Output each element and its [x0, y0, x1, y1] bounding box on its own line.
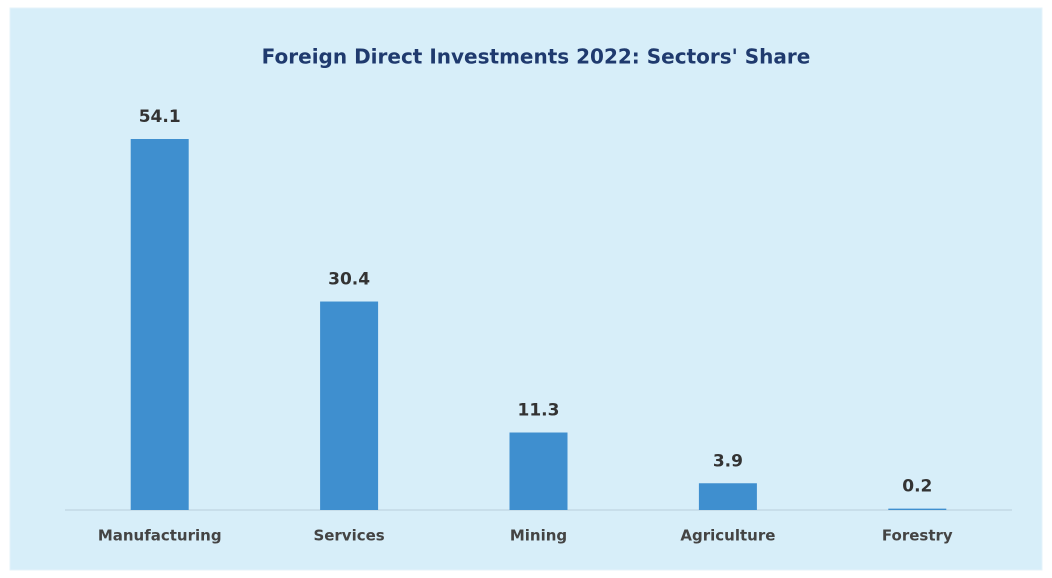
x-tick-label: Services [313, 527, 384, 545]
data-label: 54.1 [139, 107, 181, 127]
x-tick-label: Agriculture [680, 527, 775, 545]
x-tick-label: Manufacturing [98, 527, 222, 545]
bar [320, 301, 379, 510]
bar [698, 483, 757, 510]
data-label: 0.2 [902, 477, 932, 497]
bar [888, 508, 947, 510]
data-label: 30.4 [328, 270, 370, 290]
data-label: 3.9 [713, 451, 743, 471]
bar [130, 139, 189, 510]
chart-title: Foreign Direct Investments 2022: Sectors… [262, 45, 811, 69]
data-label: 11.3 [518, 401, 560, 421]
bar [509, 432, 568, 510]
x-tick-label: Forestry [882, 527, 953, 545]
x-tick-label: Mining [510, 527, 567, 545]
